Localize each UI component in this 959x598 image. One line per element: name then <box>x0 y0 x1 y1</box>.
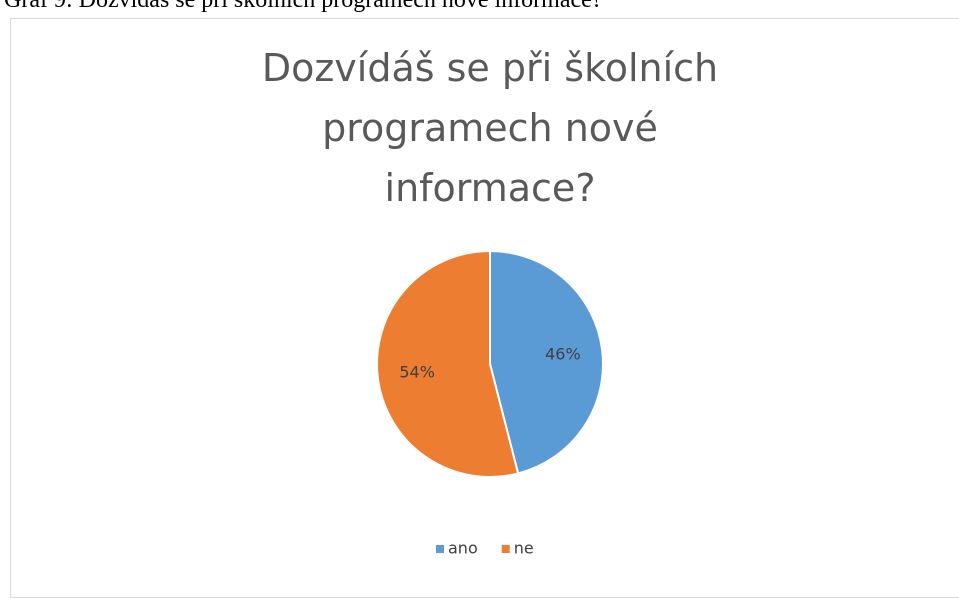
chart-title: Dozvídáš se při školních programech nové… <box>261 46 719 210</box>
data-label: 54% <box>399 363 435 382</box>
legend-swatch <box>501 545 510 553</box>
chart: 46% 54% ano ne <box>376 249 604 558</box>
data-label: 46% <box>545 344 581 363</box>
pie-slice <box>489 249 604 475</box>
caption: Graf 9: Dozvídáš se při školních program… <box>4 0 603 13</box>
pie-slice <box>376 249 520 478</box>
legend-swatch <box>436 545 444 553</box>
legend-label: ne <box>514 539 534 558</box>
legend-label: ano <box>448 539 478 558</box>
page: Graf 9: Dozvídáš se při školních program… <box>4 0 959 598</box>
